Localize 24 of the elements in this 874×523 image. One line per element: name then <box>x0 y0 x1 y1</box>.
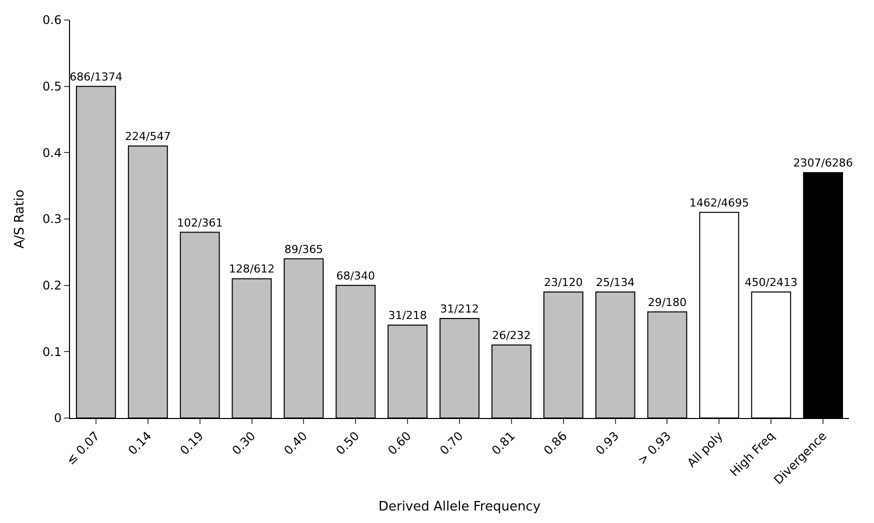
y-tick-label: 0.3 <box>42 212 62 226</box>
data-label: 89/365 <box>284 242 324 256</box>
data-label: 23/120 <box>544 276 583 289</box>
data-label: 31/212 <box>440 302 479 316</box>
y-tick-label: 0.4 <box>42 146 62 160</box>
data-label: 31/218 <box>388 309 427 322</box>
y-tick-label: 0.2 <box>42 278 62 293</box>
data-label: 102/361 <box>176 216 223 230</box>
y-axis-title: A/S Ratio <box>12 189 28 249</box>
data-label: 2307/6286 <box>793 156 853 170</box>
data-label: 450/2413 <box>744 276 798 289</box>
data-label: 686/1374 <box>70 70 122 84</box>
data-label: 1462/4695 <box>689 196 750 210</box>
y-tick-label: 0.5 <box>42 80 62 94</box>
data-label: 68/340 <box>336 269 375 282</box>
data-label: 26/232 <box>492 329 531 342</box>
y-tick-label: 0.6 <box>42 13 62 28</box>
data-label: 29/180 <box>648 296 687 309</box>
data-label: 25/134 <box>596 276 635 289</box>
y-tick-label: 0 <box>54 411 62 426</box>
data-label: 128/612 <box>228 262 275 276</box>
x-axis-title: Derived Allele Frequency <box>378 500 541 515</box>
data-label: 224/547 <box>125 130 171 144</box>
y-tick-label: 0.1 <box>42 344 62 359</box>
